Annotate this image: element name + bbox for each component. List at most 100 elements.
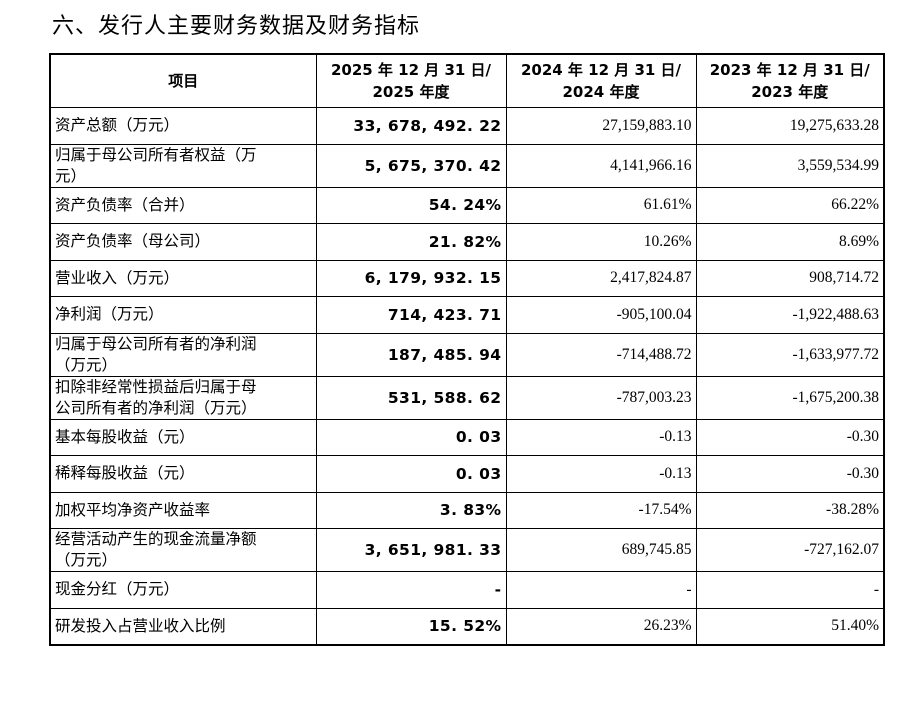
value-2023: 3,559,534.99 [695,143,885,188]
value-2024: 2,417,824.87 [505,259,697,297]
table-row: 营业收入（万元） 6, 179, 932. 15 2,417,824.87 908,7… [49,259,885,297]
row-item-label: 净利润（万元） [49,296,317,334]
value-2025: 3. 83% [315,491,507,529]
row-item-label: 经营活动产生的现金流量净额 （万元） [49,528,317,572]
table-row: 加权平均净资产收益率 3. 83% -17.54% -38.28% [49,491,885,529]
value-2023: -38.28% [695,491,885,529]
header-line: 项目 [168,72,199,90]
table-row: 归属于母公司所有者权益（万 元） 5, 675, 370. 42 4,141,966.… [49,143,885,188]
row-item-label-line: 稀释每股收益（元） [55,464,195,483]
row-item-label: 稀释每股收益（元） [49,455,317,493]
row-item-label-line: 扣除非经常性损益后归属于母 [55,377,257,396]
row-item-label: 加权平均净资产收益率 [49,491,317,529]
value-2024: -787,003.23 [505,375,697,420]
row-item-label-line: 元） [55,166,87,185]
value-2025: 0. 03 [315,418,507,456]
row-item-label-line: 加权平均净资产收益率 [55,500,211,519]
value-2023: -0.30 [695,455,885,493]
value-2023: -727,162.07 [695,528,885,572]
row-item-label: 现金分红（万元） [49,571,317,609]
table-row: 归属于母公司所有者的净利润 （万元） 187, 485. 94 -714,488.72… [49,332,885,377]
value-2023: -1,922,488.63 [695,296,885,334]
value-2025: 54. 24% [315,186,507,224]
value-2024: -714,488.72 [505,332,697,377]
value-2023: 19,275,633.28 [695,107,885,145]
header-line: 2024 年 12 月 31 日/ [520,61,682,79]
table-row: 稀释每股收益（元） 0. 03 -0.13 -0.30 [49,455,885,493]
value-2025: 33, 678, 492. 22 [315,107,507,145]
page-title: 六、发行人主要财务数据及财务指标 [52,14,421,39]
value-2024: 689,745.85 [505,528,697,572]
table-row: 资产总额（万元） 33, 678, 492. 22 27,159,883.10 19,… [49,107,885,145]
row-item-label: 资产负债率（母公司） [49,223,317,261]
row-item-label: 归属于母公司所有者权益（万 元） [49,143,317,188]
table-body: 资产总额（万元） 33, 678, 492. 22 27,159,883.10 19,… [49,107,885,645]
table-row: 资产负债率（母公司） 21. 82% 10.26% 8.69% [49,223,885,261]
table-row: 扣除非经常性损益后归属于母 公司所有者的净利润（万元） 531, 588. 62 -7… [49,375,885,420]
value-2025: 5, 675, 370. 42 [315,143,507,188]
row-item-label: 研发投入占营业收入比例 [49,607,317,645]
row-item-label-line: 基本每股收益（元） [55,427,195,446]
value-2023: 8.69% [695,223,885,261]
value-2025: 6, 179, 932. 15 [315,259,507,297]
table-row: 经营活动产生的现金流量净额 （万元） 3, 651, 981. 33 689,745.… [49,528,885,572]
header-line: 2024 年度 [562,83,640,101]
value-2025: 0. 03 [315,455,507,493]
row-item-label-line: 资产负债率（母公司） [55,232,211,251]
value-2025: 187, 485. 94 [315,332,507,377]
header-item: 项目 [49,53,317,108]
value-2025: 3, 651, 981. 33 [315,528,507,572]
row-item-label: 资产负债率（合并） [49,186,317,224]
value-2024: -0.13 [505,455,697,493]
row-item-label-line: 净利润（万元） [55,305,164,324]
value-2024: 4,141,966.16 [505,143,697,188]
row-item-label-line: 研发投入占营业收入比例 [55,616,226,635]
value-2024: - [505,571,697,609]
financial-data-table: 项目 2025 年 12 月 31 日/2025 年度 2024 年 12 月 31… [49,53,885,646]
table-header-row: 项目 2025 年 12 月 31 日/2025 年度 2024 年 12 月 31… [49,53,885,108]
value-2025: - [315,571,507,609]
header-2025: 2025 年 12 月 31 日/2025 年度 [315,53,507,108]
row-item-label-line: 归属于母公司所有者的净利润 [55,334,257,353]
row-item-label: 营业收入（万元） [49,259,317,297]
value-2024: 61.61% [505,186,697,224]
value-2024: 26.23% [505,607,697,645]
header-line: 2023 年 12 月 31 日/ [709,61,870,79]
value-2023: 66.22% [695,186,885,224]
row-item-label-line: （万元） [55,551,118,569]
row-item-label-line: 资产总额（万元） [55,116,180,135]
row-item-label-line: 公司所有者的净利润（万元） [55,398,257,417]
row-item-label-line: 经营活动产生的现金流量净额 [55,530,257,548]
table-row: 资产负债率（合并） 54. 24% 61.61% 66.22% [49,186,885,224]
value-2025: 21. 82% [315,223,507,261]
value-2025: 531, 588. 62 [315,375,507,420]
value-2024: -17.54% [505,491,697,529]
value-2024: 10.26% [505,223,697,261]
value-2025: 15. 52% [315,607,507,645]
header-line: 2023 年度 [751,83,829,101]
table-row: 现金分红（万元） - - - [49,571,885,609]
row-item-label: 归属于母公司所有者的净利润 （万元） [49,332,317,377]
table-row: 研发投入占营业收入比例 15. 52% 26.23% 51.40% [49,607,885,645]
value-2023: - [695,571,885,609]
value-2025: 714, 423. 71 [315,296,507,334]
row-item-label: 基本每股收益（元） [49,418,317,456]
value-2023: -1,675,200.38 [695,375,885,420]
row-item-label-line: 资产负债率（合并） [55,195,195,214]
row-item-label: 扣除非经常性损益后归属于母 公司所有者的净利润（万元） [49,375,317,420]
header-2024: 2024 年 12 月 31 日/2024 年度 [505,53,697,108]
table-row: 基本每股收益（元） 0. 03 -0.13 -0.30 [49,418,885,456]
row-item-label-line: 现金分红（万元） [55,580,180,599]
value-2023: -0.30 [695,418,885,456]
header-line: 2025 年 12 月 31 日/ [330,61,492,79]
value-2023: 51.40% [695,607,885,645]
row-item-label-line: （万元） [55,355,118,374]
table-row: 净利润（万元） 714, 423. 71 -905,100.04 -1,922,488… [49,296,885,334]
value-2023: -1,633,977.72 [695,332,885,377]
row-item-label: 资产总额（万元） [49,107,317,145]
row-item-label-line: 归属于母公司所有者权益（万 [55,145,257,164]
header-2023: 2023 年 12 月 31 日/2023 年度 [695,53,885,108]
value-2023: 908,714.72 [695,259,885,297]
header-line: 2025 年度 [372,83,450,101]
value-2024: 27,159,883.10 [505,107,697,145]
